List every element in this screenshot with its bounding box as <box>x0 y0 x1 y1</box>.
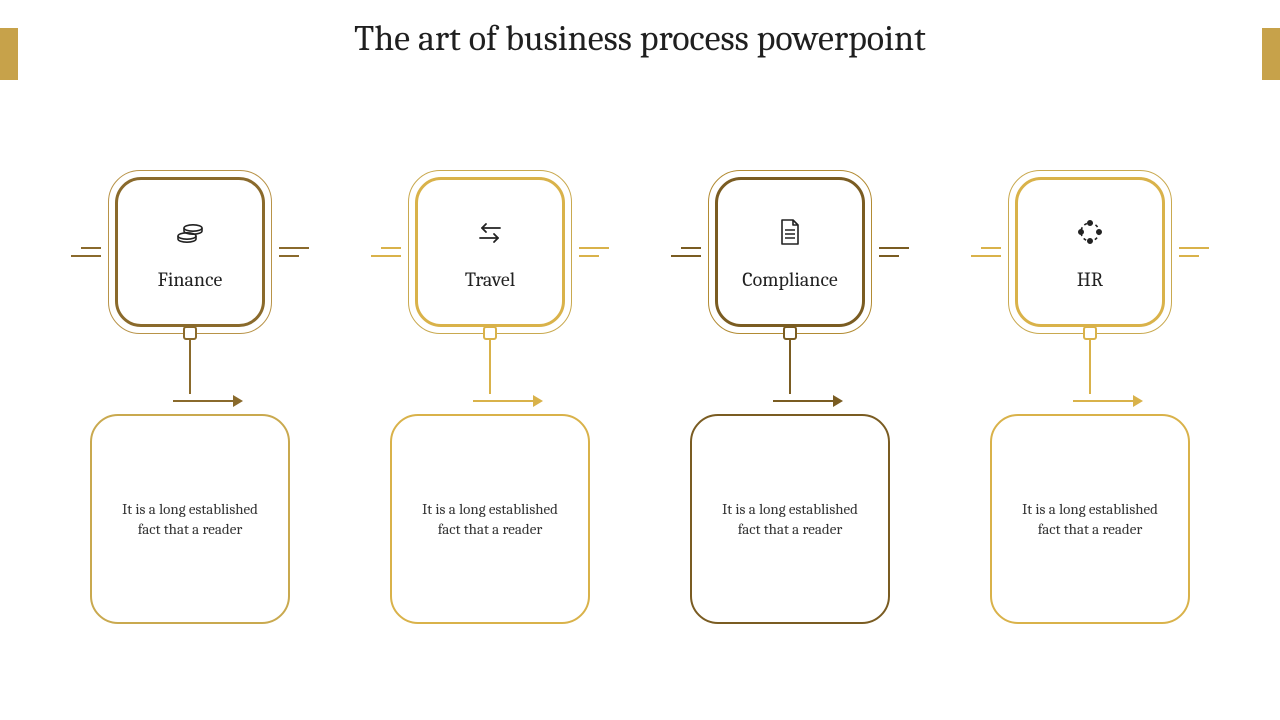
whisker-left <box>671 247 701 257</box>
description-box: It is a long established fact that a rea… <box>390 414 590 624</box>
document-icon <box>772 214 808 250</box>
connector-knob <box>483 326 497 340</box>
connector <box>737 334 843 408</box>
connector-stem <box>789 340 791 394</box>
process-row: Finance It is a long established fact th… <box>0 170 1280 624</box>
description-text: It is a long established fact that a rea… <box>1014 499 1166 540</box>
process-step-compliance: Compliance It is a long established fact… <box>690 170 890 624</box>
connector-stem <box>489 340 491 394</box>
whisker-left <box>971 247 1001 257</box>
process-step-finance: Finance It is a long established fact th… <box>90 170 290 624</box>
connector <box>137 334 243 408</box>
description-text: It is a long established fact that a rea… <box>114 499 266 540</box>
description-box: It is a long established fact that a rea… <box>990 414 1190 624</box>
top-frame-outer: Compliance <box>708 170 872 334</box>
whisker-right <box>579 247 609 257</box>
connector-arrow <box>1073 394 1143 408</box>
whisker-left <box>71 247 101 257</box>
description-box: It is a long established fact that a rea… <box>690 414 890 624</box>
connector-arrow <box>473 394 543 408</box>
top-frame-outer: Travel <box>408 170 572 334</box>
whisker-right <box>879 247 909 257</box>
connector-arrow <box>173 394 243 408</box>
process-step-hr: HR It is a long established fact that a … <box>990 170 1190 624</box>
circle-nodes-icon <box>1072 214 1108 250</box>
connector-arrow <box>773 394 843 408</box>
card-label: Finance <box>158 268 223 291</box>
whisker-right <box>1179 247 1209 257</box>
whisker-left <box>371 247 401 257</box>
connector-knob <box>183 326 197 340</box>
card-label: HR <box>1077 268 1103 291</box>
description-text: It is a long established fact that a rea… <box>714 499 866 540</box>
top-frame-outer: HR <box>1008 170 1172 334</box>
coins-icon <box>172 214 208 250</box>
top-frame-outer: Finance <box>108 170 272 334</box>
connector-stem <box>1089 340 1091 394</box>
connector-knob <box>1083 326 1097 340</box>
slide-title: The art of business process powerpoint <box>0 18 1280 59</box>
whisker-right <box>279 247 309 257</box>
card-label: Compliance <box>742 268 837 291</box>
top-frame-inner: Compliance <box>715 177 865 327</box>
card-label: Travel <box>465 268 515 291</box>
slide: The art of business process powerpoint <box>0 0 1280 720</box>
description-box: It is a long established fact that a rea… <box>90 414 290 624</box>
connector <box>437 334 543 408</box>
top-frame-inner: Travel <box>415 177 565 327</box>
arrows-icon <box>472 214 508 250</box>
description-text: It is a long established fact that a rea… <box>414 499 566 540</box>
process-step-travel: Travel It is a long established fact tha… <box>390 170 590 624</box>
top-frame-inner: Finance <box>115 177 265 327</box>
connector-stem <box>189 340 191 394</box>
connector <box>1037 334 1143 408</box>
top-frame-inner: HR <box>1015 177 1165 327</box>
connector-knob <box>783 326 797 340</box>
